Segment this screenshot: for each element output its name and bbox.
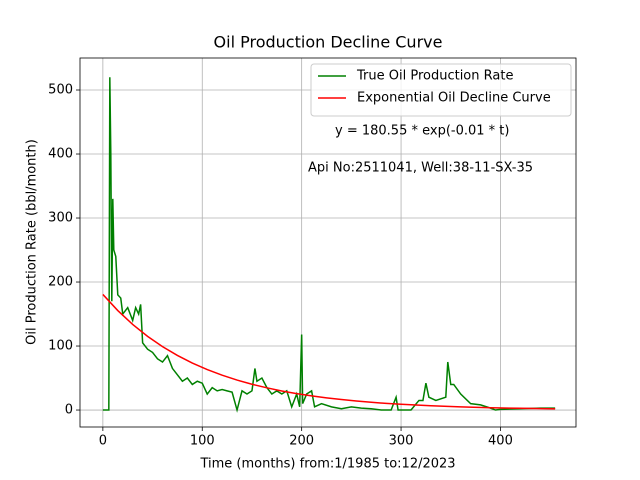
data-line xyxy=(102,293,556,410)
legend-label: Exponential Oil Decline Curve xyxy=(357,91,551,106)
annotation: Api No:2511041, Well:38-11-SX-35 xyxy=(308,161,533,176)
plot-frame xyxy=(79,57,577,428)
x-tick-label: 100 xyxy=(190,434,215,449)
y-axis-label: Oil Production Rate (bbl/month) xyxy=(25,139,40,345)
y-tick-label: 0 xyxy=(65,403,73,418)
x-tick-label: 200 xyxy=(289,434,314,449)
y-tick-label: 300 xyxy=(48,211,73,226)
legend-label: True Oil Production Rate xyxy=(356,69,513,84)
x-axis-label: Time (months) from:1/1985 to:12/2023 xyxy=(199,457,455,472)
y-tick-label: 500 xyxy=(48,83,73,98)
x-tick-label: 300 xyxy=(389,434,414,449)
y-tick-label: 400 xyxy=(48,147,73,162)
y-tick-label: 200 xyxy=(48,275,73,290)
chart-title: Oil Production Decline Curve xyxy=(214,33,443,52)
annotation: y = 180.55 * exp(-0.01 * t) xyxy=(335,124,509,139)
y-tick-label: 100 xyxy=(48,339,73,354)
x-tick-label: 400 xyxy=(488,434,513,449)
legend-box xyxy=(310,63,572,117)
x-tick-label: 0 xyxy=(99,434,107,449)
data-line xyxy=(102,77,556,413)
